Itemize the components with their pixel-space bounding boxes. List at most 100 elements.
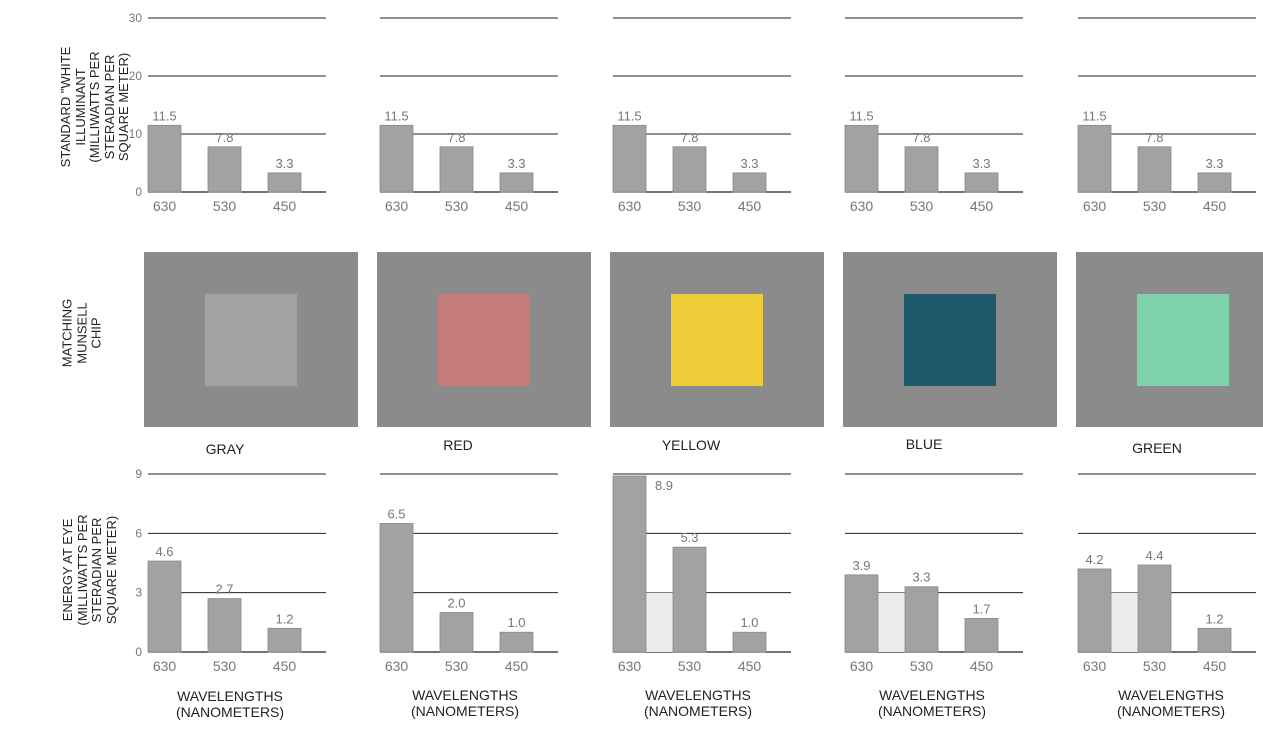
value-label: 1.2 [1205,611,1223,626]
value-label: 3.3 [740,156,758,171]
x-tick-label: 630 [850,198,874,214]
bar [147,124,182,193]
x-tick-label: 530 [213,658,237,674]
bar [612,475,647,653]
x-tick-label: 450 [273,198,297,214]
value-label: 6.5 [387,506,405,521]
y-tick-label: 0 [135,185,142,199]
bar [499,631,534,653]
y-tick-label: 9 [135,467,142,481]
ghost-bar [1111,592,1138,652]
value-label: 7.8 [447,130,465,145]
chip-name-red: RED [443,437,473,453]
x-axis-label-line: WAVELENGTHS [412,687,518,703]
value-label: 8.9 [655,478,673,493]
x-tick-label: 450 [1203,198,1227,214]
x-tick-label: 530 [213,198,237,214]
chip-name-yellow: YELLOW [661,437,721,453]
x-tick-label: 630 [850,658,874,674]
x-tick-label: 530 [1143,658,1167,674]
y-tick-label: 20 [129,69,143,83]
x-tick-label: 450 [273,658,297,674]
y-tick-label: 30 [129,11,143,25]
value-label: 7.8 [215,130,233,145]
bar [379,124,414,193]
y-tick-label: 3 [135,586,142,600]
x-tick-label: 630 [1083,198,1107,214]
bar [732,631,767,653]
x-axis-label: WAVELENGTHS (NANOMETERS) [1091,687,1251,719]
bar [844,124,879,193]
bar [1197,627,1232,653]
value-label: 11.5 [849,108,873,123]
bar [1077,124,1112,193]
chip-name-blue: BLUE [905,436,943,452]
x-tick-label: 530 [678,198,702,214]
x-tick-label: 530 [445,198,469,214]
x-tick-label: 530 [1143,198,1167,214]
x-axis-label-line: WAVELENGTHS [177,688,283,704]
bar [439,612,474,653]
x-tick-label: 530 [445,658,469,674]
bar [672,546,707,653]
value-label: 3.3 [275,156,293,171]
value-label: 4.6 [155,544,173,559]
x-tick-label: 630 [618,658,642,674]
value-label: 4.4 [1145,548,1163,563]
value-label: 11.5 [617,108,641,123]
bar [1137,146,1172,193]
x-axis-label-line: WAVELENGTHS [879,687,985,703]
bar [1137,564,1172,653]
value-label: 11.5 [1082,108,1106,123]
bar [267,627,302,653]
x-tick-label: 450 [1203,658,1227,674]
value-label: 1.2 [275,611,293,626]
value-label: 1.7 [972,601,990,616]
value-label: 2.0 [447,595,465,610]
value-label: 2.7 [215,582,233,597]
chip-surround-yellow [610,252,824,427]
chip-name-green: GREEN [1132,440,1182,456]
x-tick-label: 530 [910,198,934,214]
value-label: 3.3 [912,570,930,585]
value-label: 7.8 [1145,130,1163,145]
y-tick-label: 0 [135,645,142,659]
chip-surround-green [1076,252,1263,427]
value-label: 7.8 [912,130,930,145]
chip-surround-gray [144,252,358,427]
x-axis-label: WAVELENGTHS (NANOMETERS) [852,687,1012,719]
x-axis-label-line: (NANOMETERS) [175,704,285,720]
x-axis-label: WAVELENGTHS (NANOMETERS) [618,687,778,719]
x-tick-label: 450 [738,658,762,674]
chip-swatch-yellow [671,293,763,386]
x-tick-label: 450 [505,198,529,214]
x-axis-label-line: WAVELENGTHS [645,687,751,703]
x-axis-label-line: (NANOMETERS) [1116,703,1226,719]
x-tick-label: 530 [910,658,934,674]
y-tick-label: 6 [135,526,142,540]
x-tick-label: 450 [970,198,994,214]
bar [904,586,939,653]
ghost-bar [878,592,905,652]
value-label: 3.9 [852,558,870,573]
x-axis-label-line: (NANOMETERS) [410,703,520,719]
chip-surround-red [377,252,591,427]
chip-swatch-gray [205,293,297,386]
y-tick-label: 10 [129,127,143,141]
x-axis-label: WAVELENGTHS (NANOMETERS) [150,688,310,720]
x-tick-label: 450 [505,658,529,674]
x-tick-label: 530 [678,658,702,674]
value-label: 1.0 [740,615,758,630]
value-label: 3.3 [1205,156,1223,171]
bar [499,172,534,193]
chip-swatch-red [438,293,530,386]
chip-name-gray: GRAY [205,441,245,457]
x-tick-label: 630 [1083,658,1107,674]
bar [1197,172,1232,193]
x-tick-label: 630 [153,198,177,214]
x-tick-label: 450 [970,658,994,674]
bar [672,146,707,193]
value-label: 5.3 [680,530,698,545]
